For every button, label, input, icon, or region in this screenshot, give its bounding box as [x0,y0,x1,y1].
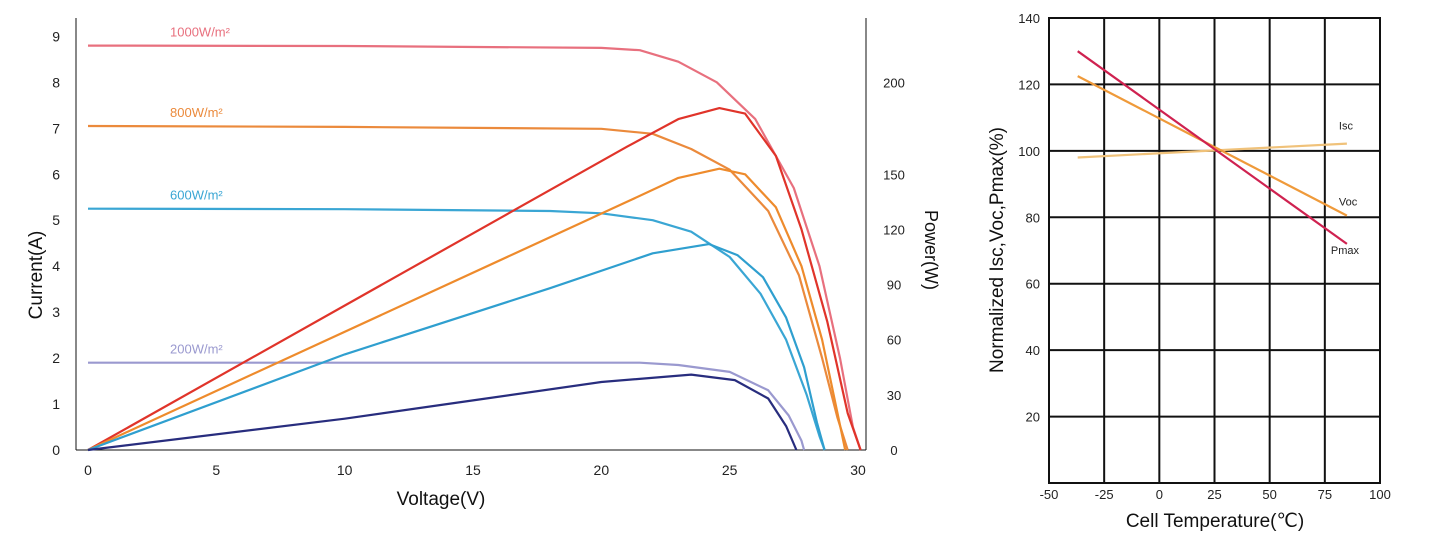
normalized-tick-label: 80 [1026,210,1040,225]
normalized-axis-title: Normalized Isc,Voc,Pmax(%) [987,127,1008,373]
power-tick-label: 0 [890,443,897,458]
current-tick-label: 7 [52,120,60,136]
current-tick-label: 5 [52,212,60,228]
temperature-coefficient-line [1077,75,1348,217]
normalized-tick-label: 60 [1026,277,1040,292]
temperature-tick-label: -25 [1095,487,1114,502]
series-label: Pmax [1331,245,1360,257]
irradiance-label: 600W/m² [170,188,223,203]
temperature-tick-label: 0 [1156,487,1163,502]
current-tick-label: 6 [52,166,60,182]
normalized-tick-label: 20 [1026,410,1040,425]
power-tick-label: 120 [883,222,905,237]
series-label: Voc [1339,197,1358,209]
power-tick-label: 200 [883,75,905,90]
normalized-tick-label: 120 [1018,77,1040,92]
voltage-tick-label: 5 [212,462,220,478]
temperature-coefficient-line [1077,142,1347,159]
normalized-tick-label: 100 [1018,144,1040,159]
iv-curve [87,44,862,451]
current-axis-title: Current(A) [26,231,47,320]
voltage-axis-title: Voltage(V) [397,489,486,510]
power-curve [87,107,862,451]
normalized-tick-label: 40 [1026,343,1040,358]
power-tick-label: 150 [883,167,905,182]
power-axis-title: Power(W) [921,210,941,290]
current-tick-label: 4 [52,258,60,274]
power-tick-label: 60 [887,333,901,348]
voltage-tick-label: 15 [465,462,481,478]
power-curve [87,167,847,451]
current-tick-label: 1 [52,396,60,412]
temperature-tick-label: 25 [1207,487,1221,502]
temperature-coefficient-line [1077,50,1348,245]
current-tick-label: 3 [52,304,60,320]
iv-curve [87,124,849,451]
irradiance-label: 800W/m² [170,105,223,120]
temperature-tick-label: 75 [1318,487,1332,502]
voltage-tick-label: 30 [850,462,866,478]
current-tick-label: 8 [52,74,60,90]
irradiance-label: 200W/m² [170,342,223,357]
power-curve [87,243,826,452]
current-tick-label: 2 [52,350,60,366]
series-label: Isc [1339,121,1354,133]
power-curve [87,373,798,452]
power-tick-label: 30 [887,388,901,403]
voltage-tick-label: 25 [722,462,738,478]
temperature-axis-title: Cell Temperature(℃) [1126,511,1304,532]
temperature-tick-label: -50 [1040,487,1059,502]
voltage-tick-label: 0 [84,462,92,478]
irradiance-label: 1000W/m² [170,25,231,40]
current-tick-label: 0 [52,442,60,458]
iv-pv-chart: 0 1 2 3 4 5 6 7 8 9 0 30 60 90 120 150 200 0 5 10 15 20 25 30… [26,18,941,510]
current-tick-label: 9 [52,28,60,44]
voltage-tick-label: 10 [337,462,353,478]
iv-curve [88,361,806,451]
temperature-tick-label: 50 [1262,487,1276,502]
power-tick-label: 90 [887,278,901,293]
voltage-tick-label: 20 [594,462,610,478]
temperature-tick-label: 100 [1369,487,1391,502]
normalized-tick-label: 140 [1018,11,1040,26]
temperature-chart: 20 40 60 80 100 120 140 -50 -25 0 25 50 75 100 Isc Vo… [987,11,1391,532]
